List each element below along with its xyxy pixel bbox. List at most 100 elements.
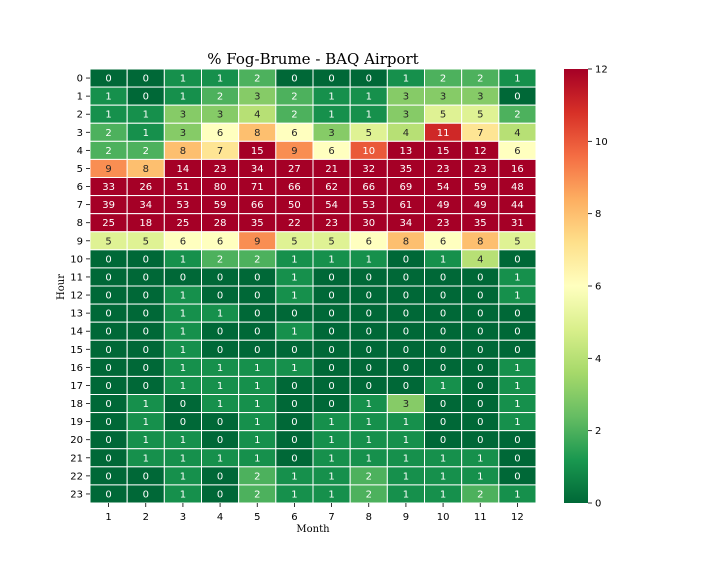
cell-value-label: 53 <box>362 200 375 211</box>
cell-value-label: 0 <box>143 272 149 283</box>
cell-value-label: 32 <box>362 164 375 175</box>
cell-value-label: 1 <box>105 110 111 121</box>
x-tick-label: 3 <box>180 512 186 523</box>
cell-value-label: 1 <box>403 453 409 464</box>
cell-value-label: 0 <box>143 489 149 500</box>
cell-value-label: 1 <box>477 453 483 464</box>
cell-value-label: 2 <box>514 110 520 121</box>
cell-value-label: 1 <box>328 254 334 265</box>
colorbar-tick-label: 0 <box>595 499 601 510</box>
cell-value-label: 15 <box>437 146 450 157</box>
cell-value-label: 3 <box>180 110 186 121</box>
cell-value-label: 1 <box>514 363 520 374</box>
cell-value-label: 6 <box>217 128 223 139</box>
cell-value-label: 1 <box>403 489 409 500</box>
cell-value-label: 0 <box>105 309 111 320</box>
cell-value-label: 0 <box>440 309 446 320</box>
cell-value-label: 1 <box>328 110 334 121</box>
cell-value-label: 6 <box>440 236 446 247</box>
cell-value-label: 0 <box>328 309 334 320</box>
cell-value-label: 9 <box>105 164 111 175</box>
cell-value-label: 1 <box>180 254 186 265</box>
cell-value-label: 2 <box>143 146 149 157</box>
cell-value-label: 0 <box>217 345 223 356</box>
cell-value-label: 26 <box>139 182 152 193</box>
cell-value-label: 34 <box>251 164 264 175</box>
cell-value-label: 0 <box>143 254 149 265</box>
cell-value-label: 0 <box>477 435 483 446</box>
x-tick-label: 11 <box>474 512 487 523</box>
cell-value-label: 4 <box>403 128 409 139</box>
cell-value-label: 0 <box>180 272 186 283</box>
cell-value-label: 0 <box>477 399 483 410</box>
y-tick-label: 6 <box>77 182 83 193</box>
cell-value-label: 35 <box>251 218 264 229</box>
cell-value-label: 6 <box>180 236 186 247</box>
cell-value-label: 2 <box>217 92 223 103</box>
cell-value-label: 0 <box>440 435 446 446</box>
cell-value-label: 1 <box>143 453 149 464</box>
y-tick-label: 15 <box>70 345 83 356</box>
cell-value-label: 0 <box>440 417 446 428</box>
cell-value-label: 6 <box>217 236 223 247</box>
cell-value-label: 0 <box>403 381 409 392</box>
cell-value-label: 62 <box>325 182 338 193</box>
cell-value-label: 1 <box>291 471 297 482</box>
cell-value-label: 1 <box>366 254 372 265</box>
y-tick-label: 9 <box>77 236 83 247</box>
cell-value-label: 0 <box>105 399 111 410</box>
cell-value-label: 1 <box>514 417 520 428</box>
cell-value-label: 1 <box>403 435 409 446</box>
cell-value-label: 4 <box>254 110 260 121</box>
colorbar <box>564 69 588 503</box>
heatmap-cells: 0 0 1 1 2 0 0 0 1 2 2 11 0 1 2 3 2 1 1 3 3 3 01 1 3 3 4 2 1 1 3 5 5 22 1 3 6… <box>89 68 537 504</box>
cell-value-label: 0 <box>105 345 111 356</box>
cell-value-label: 0 <box>328 291 334 302</box>
cell-value-label: 1 <box>291 291 297 302</box>
cell-value-label: 0 <box>366 381 372 392</box>
cell-value-label: 2 <box>477 489 483 500</box>
cell-value-label: 1 <box>514 381 520 392</box>
x-axis-label: Month <box>296 524 330 535</box>
cell-value-label: 5 <box>291 236 297 247</box>
colorbar-tick-label: 8 <box>595 209 601 220</box>
cell-value-label: 25 <box>102 218 115 229</box>
cell-value-label: 5 <box>477 110 483 121</box>
cell-value-label: 1 <box>254 399 260 410</box>
cell-value-label: 15 <box>251 146 264 157</box>
cell-value-label: 48 <box>511 182 524 193</box>
cell-value-label: 2 <box>105 146 111 157</box>
colorbar-tick-label: 2 <box>595 426 601 437</box>
cell-value-label: 0 <box>366 291 372 302</box>
cell-value-label: 23 <box>214 164 227 175</box>
y-tick-label: 2 <box>77 110 83 121</box>
cell-value-label: 1 <box>180 489 186 500</box>
cell-value-label: 1 <box>254 381 260 392</box>
cell-value-label: 1 <box>180 363 186 374</box>
cell-value-label: 1 <box>403 471 409 482</box>
cell-value-label: 1 <box>440 381 446 392</box>
x-tick-label: 1 <box>105 512 111 523</box>
cell-value-label: 3 <box>403 110 409 121</box>
cell-value-label: 0 <box>105 381 111 392</box>
cell-value-label: 0 <box>217 489 223 500</box>
y-tick-label: 12 <box>70 291 83 302</box>
cell-value-label: 66 <box>288 182 301 193</box>
cell-value-label: 1 <box>328 435 334 446</box>
x-tick-label: 10 <box>437 512 450 523</box>
cell-value-label: 0 <box>328 399 334 410</box>
cell-value-label: 80 <box>214 182 227 193</box>
y-tick-label: 16 <box>70 363 83 374</box>
cell-value-label: 2 <box>291 92 297 103</box>
cell-value-label: 1 <box>291 272 297 283</box>
cell-value-label: 8 <box>180 146 186 157</box>
cell-value-label: 1 <box>291 489 297 500</box>
cell-value-label: 1 <box>143 399 149 410</box>
cell-value-label: 2 <box>254 254 260 265</box>
cell-value-label: 1 <box>217 74 223 85</box>
cell-value-label: 0 <box>328 272 334 283</box>
cell-value-label: 0 <box>254 309 260 320</box>
cell-value-label: 0 <box>143 92 149 103</box>
cell-value-label: 21 <box>325 164 338 175</box>
cell-value-label: 3 <box>477 92 483 103</box>
